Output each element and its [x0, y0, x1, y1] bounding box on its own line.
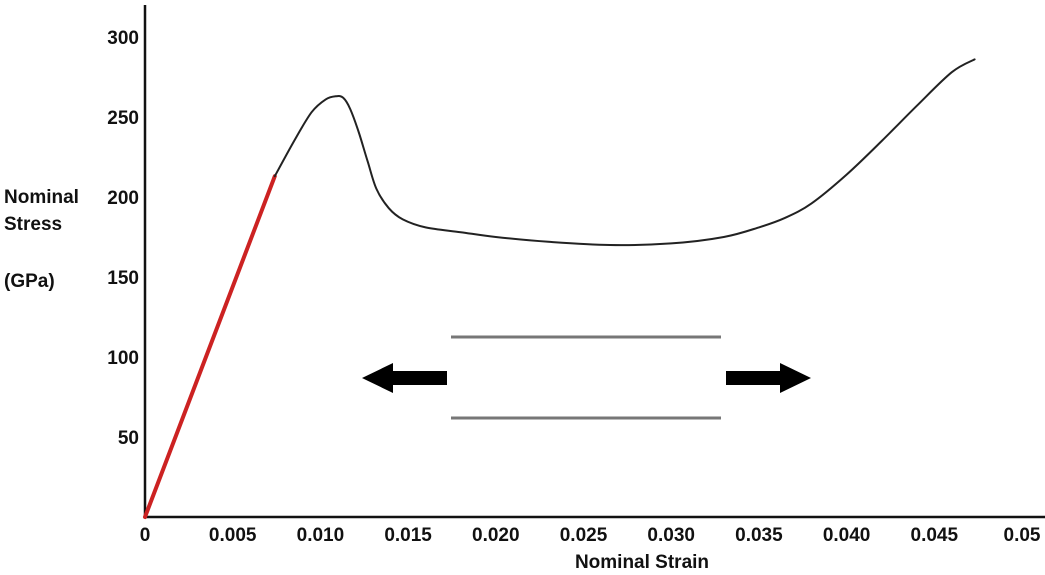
x-tick-label: 0.040 [823, 525, 871, 546]
x-tick-label: 0.045 [911, 525, 959, 546]
x-tick-label: 0.020 [472, 525, 520, 546]
stress-strain-curve [273, 58, 976, 247]
x-tick-label: 0.005 [209, 525, 257, 546]
y-axis-title-line3: (GPa) [4, 271, 55, 292]
y-tick-label: 250 [107, 108, 139, 129]
x-tick-label: 0.030 [647, 525, 695, 546]
x-tick-labels: 0 0.005 0.010 0.015 0.020 0.025 0.030 0.035 0.04… [140, 525, 1041, 546]
y-tick-label: 300 [107, 28, 139, 49]
right-arrow-icon [726, 363, 811, 393]
y-tick-label: 100 [107, 348, 139, 369]
y-axis-title-line1: Nominal [4, 187, 79, 208]
x-tick-label: 0.035 [735, 525, 783, 546]
elastic-region-line [143, 174, 277, 519]
data-lines [143, 58, 976, 519]
axes [143, 5, 1045, 519]
y-tick-label: 150 [107, 268, 139, 289]
y-tick-label: 50 [118, 428, 139, 449]
x-tick-label: 0.010 [297, 525, 345, 546]
left-arrow-icon [362, 363, 447, 393]
x-axis-title: Nominal Strain [575, 552, 709, 573]
y-axis-title-line2: Stress [4, 214, 62, 235]
x-tick-label: 0.025 [560, 525, 608, 546]
y-tick-label: 200 [107, 188, 139, 209]
specimen-diagram [362, 335, 811, 420]
y-tick-labels: 50 100 150 200 250 300 [107, 28, 139, 449]
x-tick-label: 0.015 [384, 525, 432, 546]
x-tick-label: 0.05 [1004, 525, 1041, 546]
x-tick-label: 0 [140, 525, 151, 546]
